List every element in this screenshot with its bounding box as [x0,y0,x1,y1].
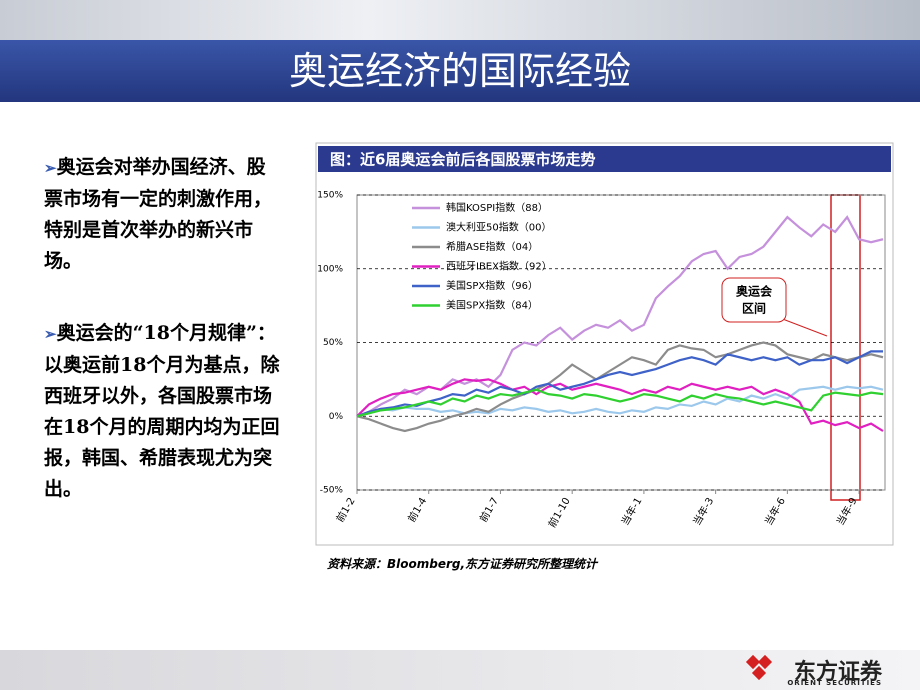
legend-label: 美国SPX指数（84） [446,299,538,312]
chart-header [318,146,891,172]
chart-title: 图：近6届奥运会前后各国股票市场走势 [330,151,595,169]
y-tick-label: 50% [323,338,343,348]
y-tick-label: 100% [317,264,343,274]
annotation: 奥运会 [736,284,773,299]
logo-en: ORIENT SECURITIES [787,679,882,687]
slide-title: 奥运经济的国际经验 [0,40,920,102]
legend-label: 韩国KOSPI指数（88） [446,201,548,214]
y-tick-label: 0% [329,412,344,422]
callout-pointer [779,317,828,337]
logo: 东方证券 [793,660,882,685]
series-line [356,341,884,433]
bullet: 奥运会的“18个月规律”：以奥运前18个月为基点，除西班牙以外，各国股票市场在1… [44,318,284,505]
legend-label: 澳大利亚50指数（00） [446,221,551,234]
series-line [356,385,884,418]
annotation: 区间 [742,301,766,316]
legend-label: 希腊ASE指数（04） [446,240,538,253]
series-line [356,378,884,432]
logo-icon [745,654,773,681]
callout-box [721,277,787,323]
series-line [356,350,883,418]
y-tick-label: -50% [320,486,344,496]
y-tick-label: 150% [317,191,343,201]
header-strip [0,0,920,40]
series-line [356,215,884,418]
chart-panel [315,142,894,546]
legend-label: 美国SPX指数（96） [446,279,538,292]
legend-label: 西班牙IBEX指数（92） [446,260,552,273]
series-line [356,388,884,418]
bullet: 奥运会对举办国经济、股票市场有一定的刺激作用，特别是首次举办的新兴市场。 [44,152,284,277]
source: 资料来源：Bloomberg,东方证券研究所整理统计 [327,557,598,571]
